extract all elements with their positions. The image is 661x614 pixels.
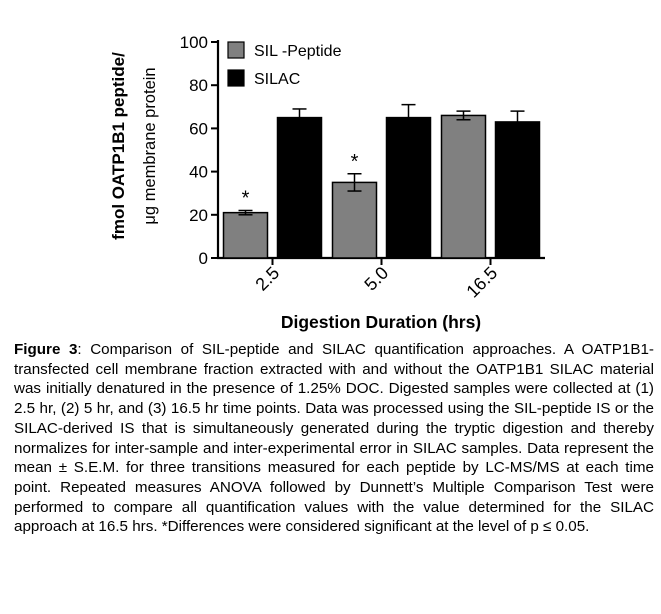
- significance-marker-0-1: *: [351, 151, 359, 173]
- legend-label-1: SILAC: [254, 71, 300, 88]
- y-axis-title: fmol OATP1B1 peptide/ μg membrane protei…: [109, 52, 159, 240]
- legend: SIL -Peptide SILAC: [227, 41, 342, 88]
- x-ticks: 2.5 5.0 16.5: [251, 258, 501, 302]
- bars: **: [222, 103, 541, 259]
- y-tick-label-0: 0: [199, 249, 208, 268]
- bar-sil-peptide-1: [331, 181, 378, 259]
- caption-label: Figure 3: [14, 341, 78, 358]
- legend-label-0: SIL -Peptide: [254, 43, 342, 60]
- y-axis-title-line1: fmol OATP1B1 peptide/: [109, 52, 128, 240]
- bar-sil-peptide-0: [222, 211, 269, 259]
- legend-swatch-0: [227, 41, 245, 59]
- y-tick-label-1: 20: [189, 206, 208, 225]
- bar-sil-peptide-2: [440, 114, 487, 259]
- y-tick-label-3: 60: [189, 119, 208, 138]
- bar-silac-0: [276, 116, 323, 259]
- legend-swatch-1: [227, 69, 245, 87]
- y-tick-label-4: 80: [189, 76, 208, 95]
- x-axis-title: Digestion Duration (hrs): [281, 312, 481, 332]
- y-tick-label-5: 100: [180, 33, 208, 52]
- x-tick-label-1: 5.0: [360, 263, 392, 295]
- significance-marker-0-0: *: [242, 187, 250, 209]
- x-tick-label-0: 2.5: [251, 263, 283, 295]
- bar-chart: fmol OATP1B1 peptide/ μg membrane protei…: [109, 33, 545, 332]
- figure-caption: Figure 3: Comparison of SIL-peptide and …: [14, 340, 654, 537]
- x-tick-label-2: 16.5: [462, 263, 501, 302]
- caption-text: : Comparison of SIL-peptide and SILAC qu…: [14, 341, 654, 536]
- bar-silac-1: [385, 116, 432, 259]
- y-tick-label-2: 40: [189, 163, 208, 182]
- bar-silac-2: [494, 121, 541, 259]
- y-axis-title-line2: μg membrane protein: [141, 67, 159, 224]
- y-ticks: 0 20 40 60 80 100: [180, 33, 218, 268]
